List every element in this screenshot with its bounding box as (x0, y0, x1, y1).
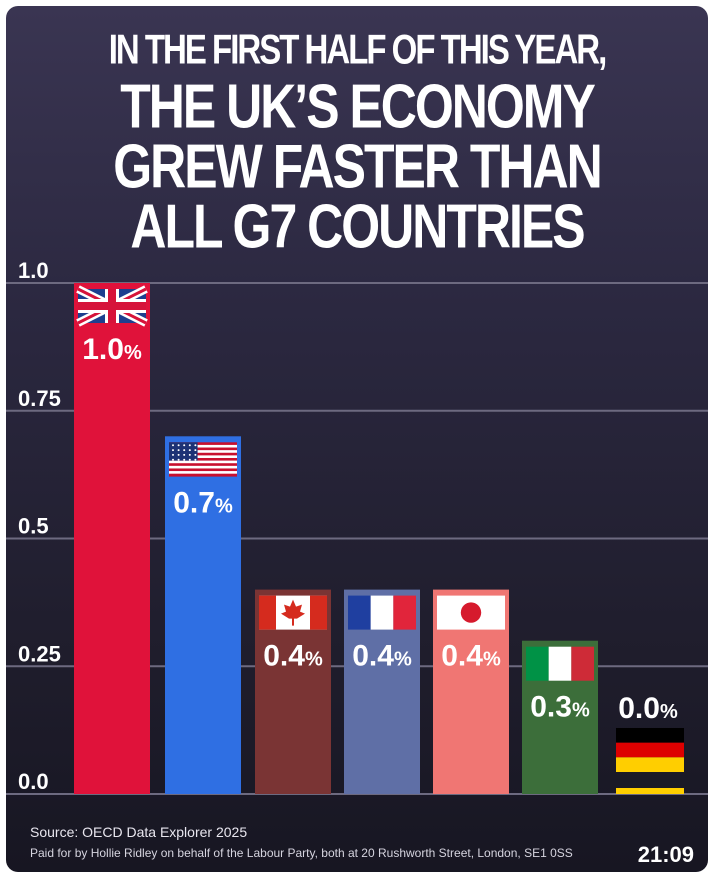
canada-flag-icon (259, 595, 327, 630)
bar-value-label: 0.0% (618, 692, 678, 725)
bar-value-label: 0.3% (530, 691, 590, 724)
bar (74, 283, 150, 794)
video-timestamp: 21:09 (637, 842, 694, 867)
bar-value-label: 0.7% (173, 486, 233, 519)
bar-value-label: 1.0% (82, 333, 142, 366)
france-flag-icon (348, 595, 416, 630)
imprint-note: Paid for by Hollie Ridley on behalf of t… (30, 846, 573, 860)
y-tick-label: 0.0 (18, 769, 49, 794)
bar-value-label: 0.4% (352, 640, 412, 673)
italy-flag-icon (526, 646, 594, 681)
y-tick-label: 1.0 (18, 258, 49, 283)
title-line-2: THE UK’S ECONOMY (120, 71, 596, 142)
footer: Source: OECD Data Explorer 2025 Paid for… (30, 824, 700, 860)
y-tick-label: 0.5 (18, 514, 49, 539)
bar-chart: 0.0 0.25 0.5 0.75 1.0 1.0% 0.7% 0.4% 0.4% 0.4% 0.3… (6, 258, 708, 795)
y-tick-label: 0.25 (18, 641, 61, 666)
uk-flag-icon (76, 285, 148, 327)
germany-flag-icon (616, 728, 684, 772)
chart-card: IN THE FIRST HALF OF THIS YEAR, THE UK’S… (6, 6, 708, 872)
bar-value-label: 0.4% (263, 640, 323, 673)
japan-flag-icon (437, 595, 505, 630)
source-note: Source: OECD Data Explorer 2025 (30, 824, 248, 840)
us-flag-icon (169, 442, 237, 477)
title-line-4: ALL G7 COUNTRIES (130, 191, 585, 262)
y-tick-label: 0.75 (18, 386, 61, 411)
chart-title: IN THE FIRST HALF OF THIS YEAR, THE UK’S… (6, 26, 708, 261)
bar-value-label: 0.4% (441, 640, 501, 673)
title-line-1: IN THE FIRST HALF OF THIS YEAR, (108, 26, 608, 73)
germany-baseline-stripe (616, 788, 684, 794)
title-line-3: GREW FASTER THAN (113, 131, 602, 202)
bar (165, 436, 241, 794)
